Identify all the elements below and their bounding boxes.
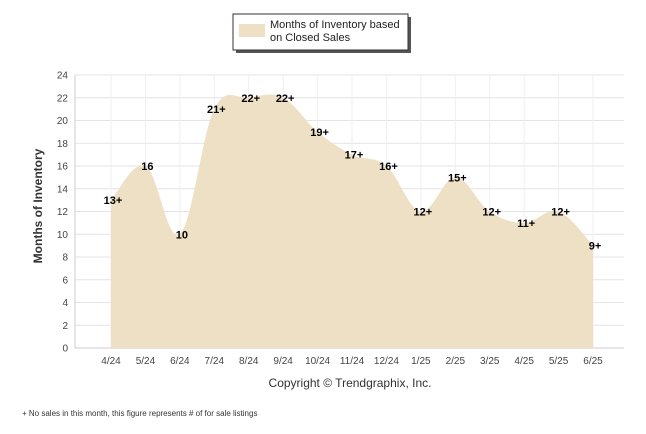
x-tick-label: 11/24 <box>340 356 365 367</box>
series-area-fill <box>111 94 594 348</box>
data-label: 16 <box>141 161 153 173</box>
y-tick-label: 18 <box>57 139 69 150</box>
y-tick-label: 2 <box>62 321 68 332</box>
x-tick-label: 8/24 <box>239 356 259 367</box>
copyright-text: Copyright © Trendgraphix, Inc. <box>269 376 432 390</box>
y-axis-title: Months of Inventory <box>31 148 45 263</box>
data-label: 12+ <box>551 207 570 219</box>
y-tick-label: 14 <box>57 184 69 195</box>
x-tick-label: 1/25 <box>411 356 431 367</box>
data-label: 10 <box>176 229 188 241</box>
data-labels: 13+ 16 10 21+ 22+ 22+ 19+ 17+ 16+ 12+ 15+ 12+ 11+ 12+… <box>104 93 602 253</box>
y-tick-label: 24 <box>57 71 69 82</box>
x-tick-label: 2/25 <box>446 356 466 367</box>
data-label: 11+ <box>517 218 535 230</box>
y-tick-label: 22 <box>57 93 69 104</box>
x-tick-label: 7/24 <box>205 356 225 367</box>
data-label: 22+ <box>241 93 260 105</box>
data-label: 16+ <box>379 161 398 173</box>
x-tick-label: 12/24 <box>374 356 399 367</box>
data-label: 9+ <box>589 241 602 253</box>
legend-label-line2: on Closed Sales <box>270 32 351 44</box>
legend: Months of Inventory based on Closed Sale… <box>232 13 411 53</box>
y-tick-label: 16 <box>57 162 69 173</box>
y-tick-label: 4 <box>62 298 68 309</box>
x-tick-label: 4/25 <box>514 356 534 367</box>
data-label: 17+ <box>345 150 364 162</box>
x-tick-label: 3/25 <box>480 356 500 367</box>
data-label: 12+ <box>414 207 433 219</box>
x-tick-label: 9/24 <box>273 356 293 367</box>
y-tick-label: 12 <box>57 207 69 218</box>
x-tick-label: 4/24 <box>101 356 121 367</box>
x-tick-label: 5/25 <box>549 356 569 367</box>
legend-swatch <box>239 24 265 37</box>
y-tick-label: 6 <box>62 275 68 286</box>
series-area <box>111 94 594 348</box>
data-label: 21+ <box>207 104 226 116</box>
y-tick-label: 0 <box>62 344 68 355</box>
data-label: 19+ <box>310 127 329 139</box>
y-tick-label: 20 <box>57 116 69 127</box>
data-label: 12+ <box>482 207 501 219</box>
x-tick-label: 10/24 <box>305 356 330 367</box>
data-label: 15+ <box>448 172 467 184</box>
footnote-text: + No sales in this month, this figure re… <box>22 409 257 418</box>
legend-label-line1: Months of Inventory based <box>270 19 400 31</box>
x-tick-label: 6/25 <box>583 356 603 367</box>
y-tick-label: 10 <box>57 230 69 241</box>
x-tick-label: 5/24 <box>136 356 156 367</box>
y-tick-label: 8 <box>62 253 68 264</box>
data-label: 22+ <box>276 93 295 105</box>
data-label: 13+ <box>104 195 123 207</box>
x-tick-label: 6/24 <box>170 356 190 367</box>
x-tick-labels: 4/24 5/24 6/24 7/24 8/24 9/24 10/24 11/24 12/24 1… <box>101 356 603 367</box>
